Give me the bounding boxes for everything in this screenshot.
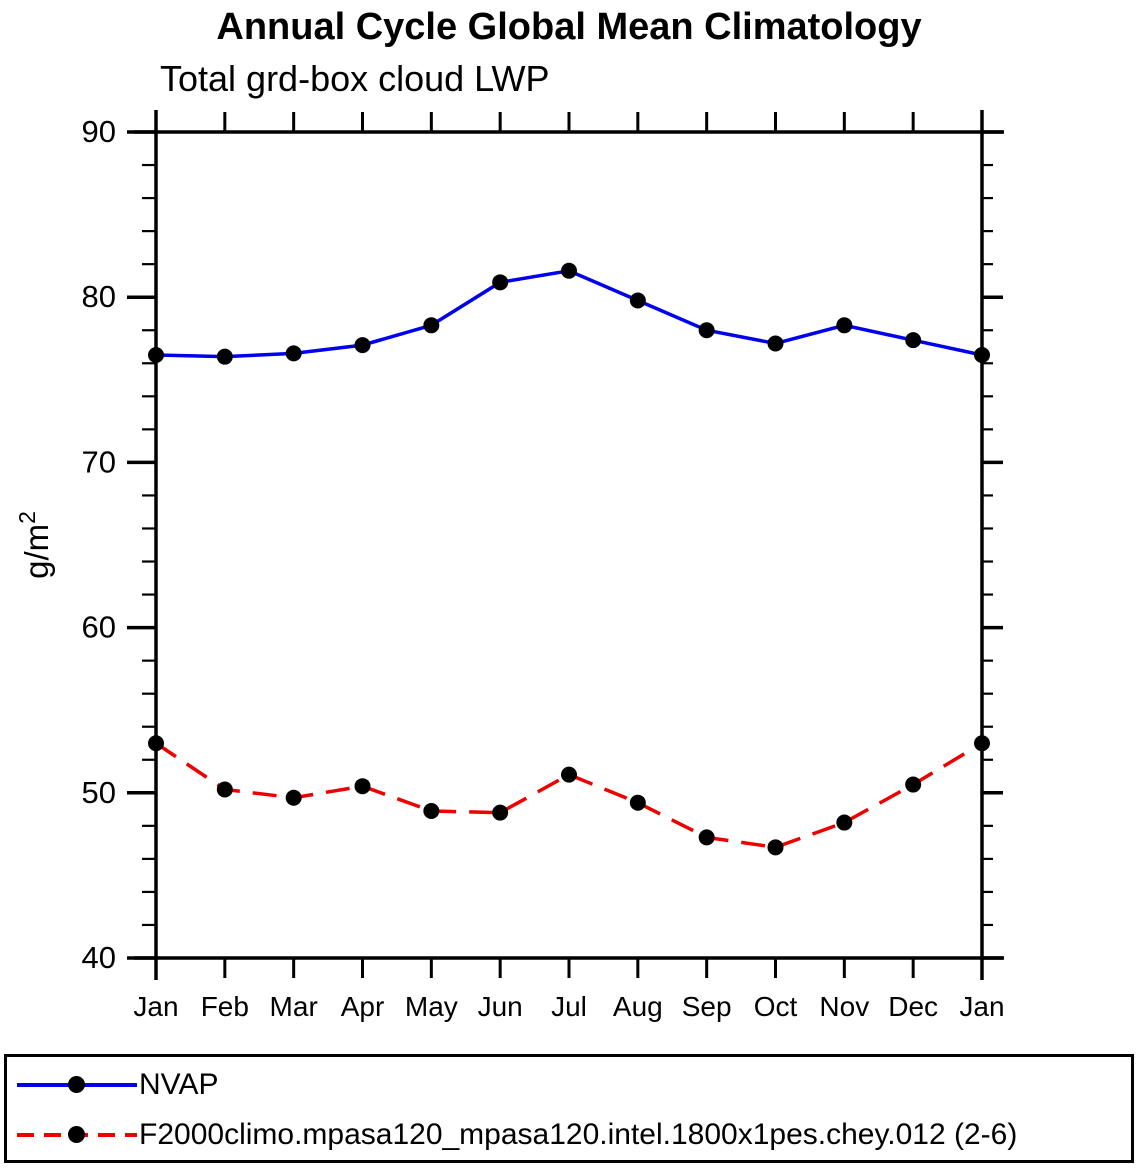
f2000climo-line-sample [17, 1126, 137, 1144]
data-point-marker [767, 335, 784, 352]
data-point-marker [629, 292, 646, 309]
x-tick-label: Apr [341, 991, 385, 1022]
data-point-marker [216, 348, 233, 365]
y-tick-label: 70 [82, 444, 116, 479]
legend-item-nvap: NVAP [7, 1060, 1131, 1110]
x-tick-label: Nov [819, 991, 869, 1022]
data-point-marker [836, 317, 853, 334]
data-point-marker [905, 332, 922, 349]
data-point-marker [492, 804, 509, 821]
y-axis-label: g/m2 [14, 511, 55, 579]
data-point-marker [561, 262, 577, 279]
legend-box: NVAP F2000climo.mpasa120_mpasa120.intel.… [4, 1054, 1134, 1163]
chart-title: Annual Cycle Global Mean Climatology [216, 6, 922, 48]
plot-area: 40 50 60 70 80 90 Jan Feb Mar Apr May Jun Jul Aug Sep O… [14, 110, 1005, 1022]
data-point-marker [354, 778, 371, 795]
x-tick-label: Dec [888, 991, 938, 1022]
data-point-marker [905, 776, 922, 793]
data-point-marker [698, 829, 715, 846]
nvap-line-sample [17, 1076, 137, 1094]
y-tick-label: 60 [82, 610, 116, 645]
data-point-marker [423, 317, 440, 334]
y-tick-label: 50 [82, 775, 116, 810]
x-tick-label: Oct [754, 991, 798, 1022]
data-point-marker [354, 337, 371, 354]
data-point-marker [285, 789, 302, 806]
y-tick-label: 40 [82, 940, 116, 975]
y-tick-label: 90 [82, 114, 116, 149]
legend-label-nvap: NVAP [139, 1068, 219, 1101]
data-point-marker [629, 794, 646, 811]
legend-label-f2000climo: F2000climo.mpasa120_mpasa120.intel.1800x… [139, 1118, 1018, 1151]
x-tick-label: Jun [478, 991, 523, 1022]
data-point-marker [836, 814, 853, 831]
x-tick-label: Jan [959, 991, 1004, 1022]
data-point-marker [216, 781, 233, 798]
x-tick-label: May [405, 991, 458, 1022]
x-tick-label: Mar [270, 991, 318, 1022]
data-point-marker [423, 802, 440, 819]
marker-dot-icon [68, 1126, 85, 1143]
series-line-0 [155, 268, 983, 359]
chart-subtitle: Total grd-box cloud LWP [160, 58, 550, 99]
y-tick-label: 80 [82, 279, 116, 314]
data-point-marker [285, 345, 302, 362]
data-point-marker [767, 839, 784, 856]
x-tick-label: Jan [133, 991, 178, 1022]
x-tick-label: Feb [201, 991, 249, 1022]
marker-dot-icon [68, 1076, 85, 1093]
x-tick-label: Aug [613, 991, 663, 1022]
series-line-1 [155, 741, 983, 850]
legend-item-f2000climo: F2000climo.mpasa120_mpasa120.intel.1800x… [7, 1110, 1131, 1160]
x-tick-label: Sep [682, 991, 732, 1022]
data-point-marker [561, 766, 577, 783]
data-point-marker [492, 274, 509, 291]
data-point-marker [698, 322, 715, 339]
x-tick-label: Jul [551, 991, 587, 1022]
